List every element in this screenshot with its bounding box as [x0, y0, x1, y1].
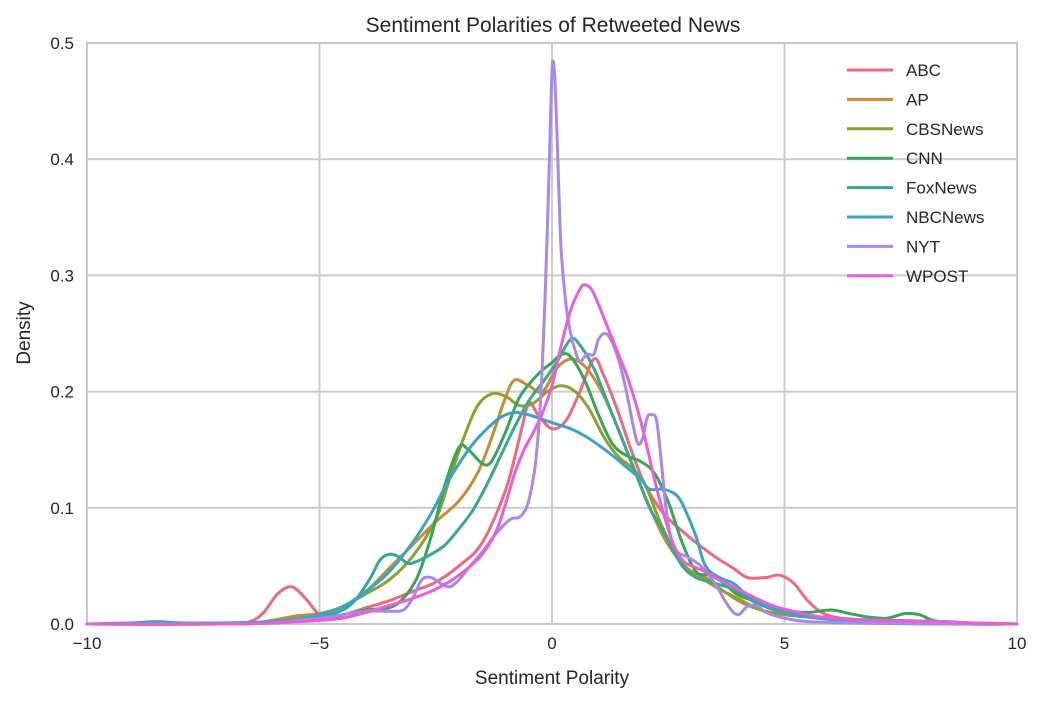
- y-tick-label: 0.5: [50, 34, 74, 53]
- y-axis-label: Density: [14, 301, 35, 365]
- plot-frame: [86, 42, 1018, 625]
- series-line-wpost: [85, 283, 1019, 626]
- series-line-nbcnews: [85, 410, 1019, 626]
- chart-title: Sentiment Polarities of Retweeted News: [366, 14, 741, 37]
- series-line-cbsnews: [85, 384, 1019, 626]
- x-tick-label: −5: [310, 634, 329, 653]
- x-axis-label: Sentiment Polarity: [475, 668, 630, 689]
- legend-label-nyt: NYT: [906, 237, 940, 256]
- legend-label-cbsnews: CBSNews: [906, 120, 983, 139]
- legend-label-nbcnews: NBCNews: [906, 208, 984, 227]
- x-tick-label: 0: [547, 634, 556, 653]
- x-tick-label: 10: [1008, 634, 1027, 653]
- legend-label-cnn: CNN: [906, 149, 943, 168]
- series-line-cnn: [85, 352, 1019, 626]
- legend-label-abc: ABC: [906, 61, 941, 80]
- legend-label-wpost: WPOST: [906, 267, 968, 286]
- series-lines: [85, 59, 1019, 626]
- legend-label-foxnews: FoxNews: [906, 179, 977, 198]
- y-tick-label: 0.0: [50, 615, 74, 634]
- tick-labels: −10 −5 0 5 10 0.0 0.1 0.2 0.3 0.4 0.5: [50, 34, 1026, 653]
- legend-label-ap: AP: [906, 90, 929, 109]
- x-tick-label: 5: [780, 634, 789, 653]
- y-tick-label: 0.2: [50, 383, 74, 402]
- y-tick-label: 0.1: [50, 499, 74, 518]
- x-tick-label: −10: [73, 634, 102, 653]
- legend: ABC AP CBSNews CNN FoxNews NBCNews NYT WPOST: [847, 61, 984, 286]
- y-tick-label: 0.3: [50, 266, 74, 285]
- y-tick-label: 0.4: [50, 150, 74, 169]
